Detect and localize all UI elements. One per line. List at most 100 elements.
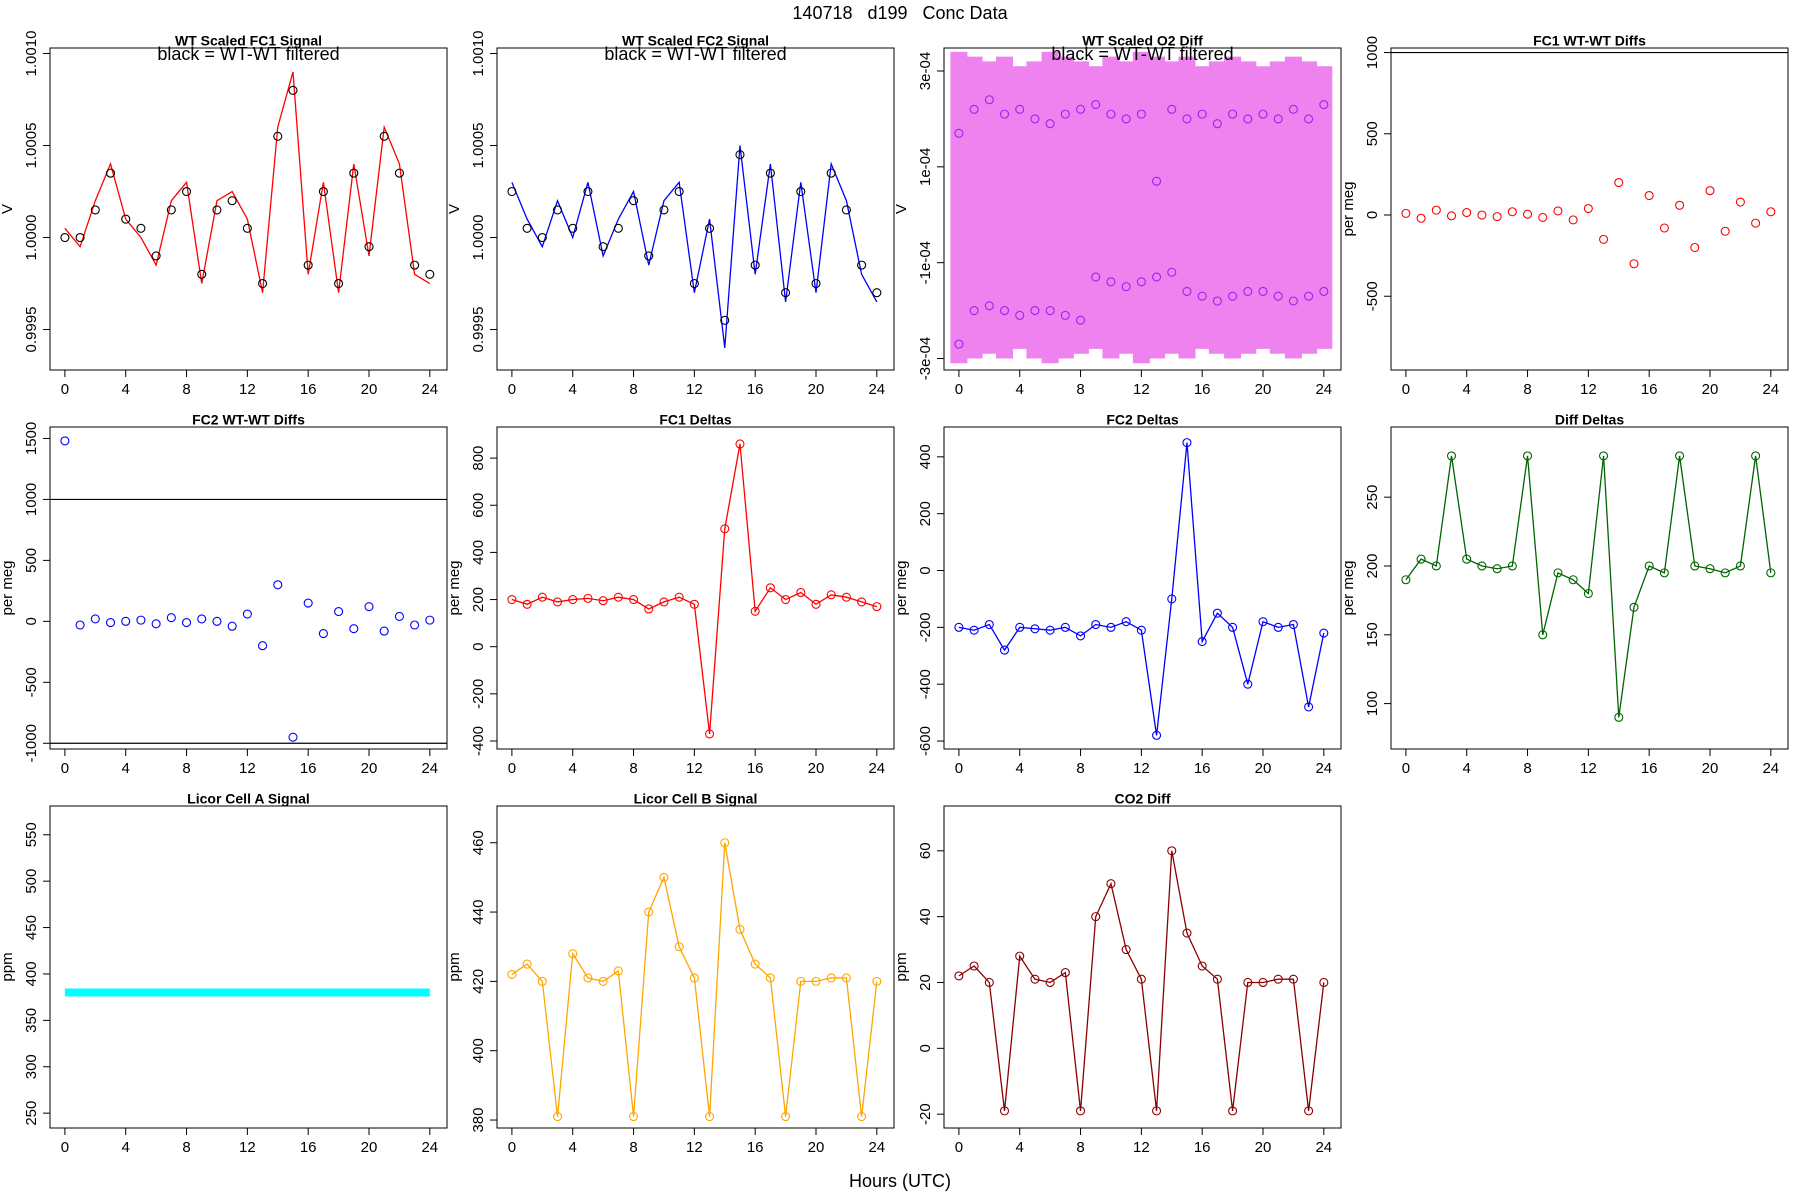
- data-point: [613, 223, 623, 233]
- panel-subtitle: black = WT-WT filtered: [604, 44, 786, 64]
- data-point: [674, 186, 684, 197]
- y-tick-label: 1.0000: [470, 215, 487, 261]
- plot-frame: [943, 426, 1342, 750]
- data-point: [705, 223, 715, 233]
- data-point: [227, 196, 237, 206]
- x-tick-label: 8: [182, 381, 190, 398]
- x-tick-label: 16: [300, 1139, 317, 1156]
- y-tick-label: -500: [23, 667, 40, 697]
- y-tick-label: 150: [1364, 622, 1381, 647]
- data-point: [1121, 282, 1131, 292]
- y-tick-label: -200: [917, 612, 934, 642]
- data-point: [765, 973, 775, 983]
- data-point: [90, 205, 100, 215]
- series-line: [511, 842, 878, 1117]
- y-tick-label: 20: [917, 974, 934, 991]
- data-point: [552, 597, 563, 607]
- data-point: [1106, 277, 1116, 287]
- data-point: [720, 838, 730, 848]
- y-axis-label: per meg: [0, 560, 16, 615]
- y-tick-label: 0.9995: [470, 307, 487, 353]
- y-axis-label: ppm: [0, 952, 16, 981]
- data-point: [841, 973, 851, 983]
- x-tick-label: 0: [955, 381, 963, 398]
- x-tick-label: 4: [122, 760, 130, 777]
- plot-frame: [49, 426, 448, 750]
- data-point: [1273, 622, 1283, 632]
- data-point: [735, 150, 745, 160]
- x-tick-label: 0: [61, 760, 69, 777]
- data-point: [1182, 438, 1192, 448]
- x-tick-label: 16: [747, 760, 764, 777]
- data-point: [1060, 109, 1070, 119]
- data-point: [1583, 588, 1593, 599]
- data-point: [1492, 564, 1502, 574]
- data-point: [1319, 99, 1329, 110]
- data-point: [765, 583, 775, 593]
- x-tick-label: 20: [361, 381, 378, 398]
- data-point: [796, 587, 806, 598]
- data-point: [1446, 451, 1457, 461]
- y-tick-label: 400: [470, 540, 487, 565]
- data-point: [212, 205, 222, 215]
- x-tick-label: 0: [1402, 760, 1410, 777]
- x-tick-label: 24: [868, 760, 885, 777]
- x-tick-label: 4: [122, 1139, 130, 1156]
- data-point: [598, 242, 608, 252]
- data-point: [1106, 622, 1116, 632]
- x-tick-label: 4: [1463, 381, 1471, 398]
- y-tick-label: 550: [23, 822, 40, 847]
- data-point: [644, 251, 654, 261]
- plot-area: [950, 51, 1333, 364]
- data-point: [1720, 568, 1730, 578]
- data-point: [1401, 208, 1411, 218]
- data-point: [984, 95, 994, 105]
- data-point: [1015, 104, 1025, 114]
- data-point: [303, 598, 313, 608]
- data-point: [969, 625, 979, 635]
- y-tick-label: 1.0005: [470, 123, 487, 169]
- series-line: [64, 71, 431, 293]
- y-tick-label: 200: [470, 587, 487, 612]
- data-point: [1045, 977, 1055, 988]
- data-point: [1705, 564, 1715, 574]
- data-point: [689, 599, 699, 609]
- data-point: [720, 524, 730, 534]
- x-tick-label: 4: [569, 381, 577, 398]
- panel-title: WT Scaled FC2 Signal: [622, 33, 769, 49]
- y-tick-label: 0: [23, 617, 40, 625]
- y-tick-label: 1.0000: [23, 215, 40, 261]
- data-point: [872, 602, 882, 612]
- data-point: [1553, 568, 1563, 578]
- data-point: [1675, 451, 1685, 461]
- data-point: [1258, 617, 1268, 627]
- data-point: [425, 615, 435, 625]
- data-point: [1152, 176, 1162, 186]
- data-point: [1304, 114, 1314, 124]
- data-point: [1288, 296, 1298, 306]
- y-tick-label: 0: [917, 566, 934, 574]
- data-point: [1091, 619, 1101, 630]
- data-point: [1659, 223, 1669, 233]
- data-point: [1258, 109, 1268, 119]
- x-tick-label: 4: [1463, 760, 1471, 777]
- data-point: [1258, 977, 1268, 988]
- y-tick-label: 800: [470, 446, 487, 471]
- plot-frame: [496, 47, 895, 371]
- data-point: [1136, 974, 1146, 984]
- y-axis-label: V: [0, 204, 16, 214]
- data-point: [1629, 259, 1639, 269]
- x-tick-label: 24: [421, 381, 438, 398]
- y-tick-label: 500: [1364, 121, 1381, 146]
- data-point: [1015, 310, 1025, 320]
- data-point: [1538, 212, 1548, 222]
- y-tick-label: 380: [470, 1108, 487, 1133]
- data-point: [522, 223, 532, 233]
- data-point: [1045, 306, 1055, 316]
- x-tick-label: 0: [1402, 381, 1410, 398]
- data-point: [1075, 104, 1086, 114]
- x-tick-label: 4: [1016, 381, 1024, 398]
- data-point: [1228, 622, 1238, 632]
- data-point: [1735, 561, 1745, 571]
- data-point: [1152, 1106, 1162, 1116]
